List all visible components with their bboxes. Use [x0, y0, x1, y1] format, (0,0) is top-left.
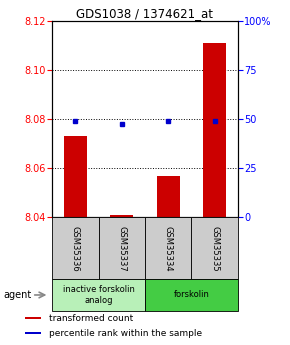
Title: GDS1038 / 1374621_at: GDS1038 / 1374621_at [77, 7, 213, 20]
Text: GSM35334: GSM35334 [164, 226, 173, 271]
Bar [191, 217, 238, 279]
Text: agent: agent [3, 290, 31, 300]
Bar [110, 215, 133, 217]
Bar [145, 217, 191, 279]
Text: GSM35336: GSM35336 [71, 226, 80, 271]
Text: percentile rank within the sample: percentile rank within the sample [49, 329, 202, 338]
Text: GSM35337: GSM35337 [117, 226, 126, 271]
Bar [203, 43, 226, 217]
Text: transformed count: transformed count [49, 314, 133, 323]
Bar [52, 279, 145, 311]
Bar [52, 217, 99, 279]
Bar [64, 136, 87, 217]
Bar [25, 317, 41, 319]
Bar [145, 279, 238, 311]
Text: GSM35335: GSM35335 [210, 226, 219, 271]
Bar [157, 176, 180, 217]
Bar [25, 332, 41, 334]
Text: inactive forskolin
analog: inactive forskolin analog [63, 285, 135, 305]
Bar [99, 217, 145, 279]
Text: forskolin: forskolin [173, 290, 209, 299]
